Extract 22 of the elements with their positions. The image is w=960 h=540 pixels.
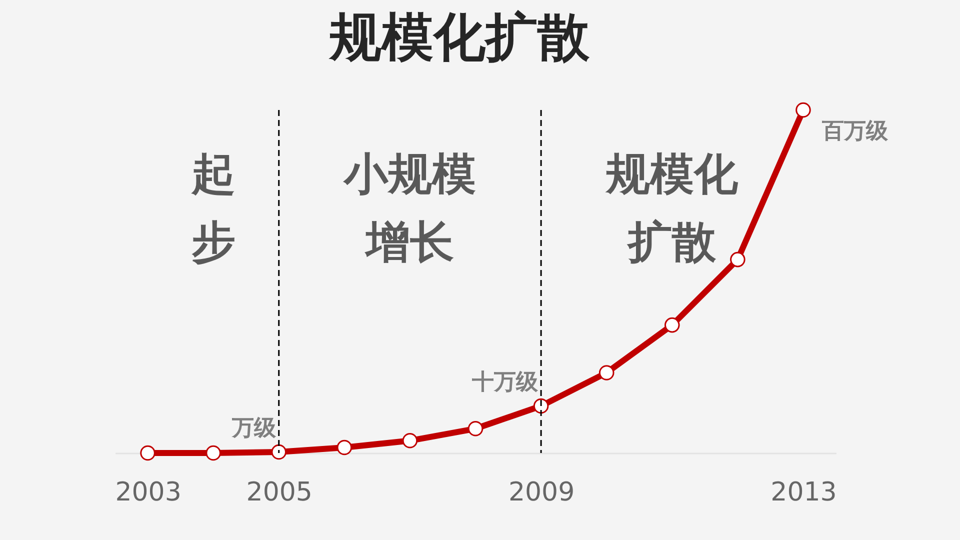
point <box>468 421 484 436</box>
point <box>664 317 680 333</box>
x-tick-label: 2013 <box>770 478 837 508</box>
annotation: 规模化扩散 <box>605 149 740 268</box>
point <box>730 252 746 268</box>
point <box>206 445 221 461</box>
annotation: 小规模增长 <box>342 149 476 268</box>
point <box>336 440 352 456</box>
point <box>598 365 614 380</box>
point <box>140 445 156 461</box>
chart-title: 规模化扩散 <box>328 8 590 68</box>
point <box>402 433 418 448</box>
annotation: 十万级 <box>471 370 540 396</box>
point <box>796 102 811 118</box>
x-tick-label: 2003 <box>115 478 182 508</box>
annotation: 百万级 <box>821 119 890 144</box>
point <box>533 398 549 414</box>
annotation: 起步 <box>190 149 236 268</box>
annotation: 万级 <box>230 416 277 441</box>
x-tick-label: 2005 <box>246 478 312 508</box>
point <box>271 444 287 460</box>
x-tick-label: 2009 <box>508 478 575 508</box>
